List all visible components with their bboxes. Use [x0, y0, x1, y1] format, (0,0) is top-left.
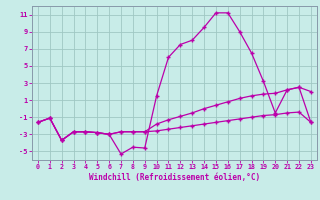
X-axis label: Windchill (Refroidissement éolien,°C): Windchill (Refroidissement éolien,°C) — [89, 173, 260, 182]
